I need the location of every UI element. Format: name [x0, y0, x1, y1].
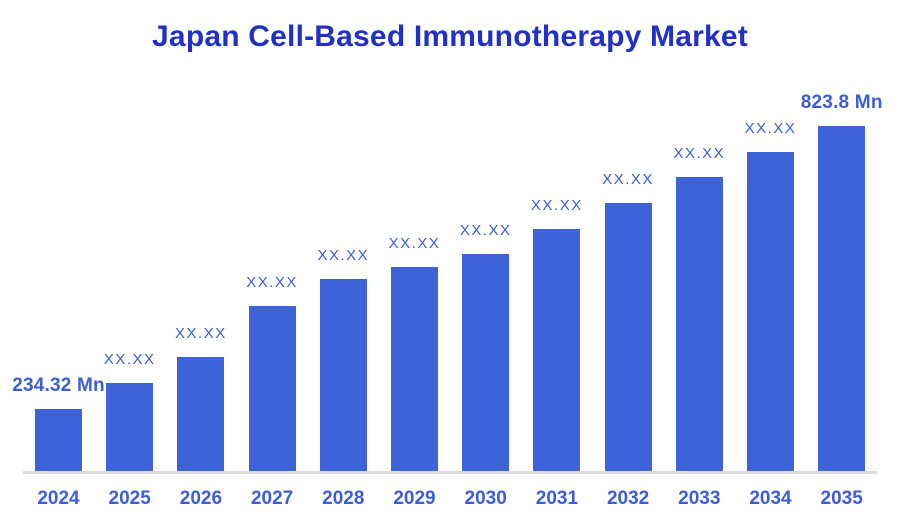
x-tick-label-2030: 2030 — [464, 488, 507, 509]
bar-value-label-2028: XX.XX — [317, 247, 370, 264]
bar-value-label-2032: XX.XX — [602, 171, 654, 188]
x-axis-line — [23, 471, 877, 474]
bar-2035 — [818, 126, 866, 471]
bar-column-2034: XX.XX 2034 — [744, 120, 797, 509]
bar-column-2035: 823.8 Mn 2035 — [801, 92, 883, 509]
x-tick-label-2029: 2029 — [393, 488, 436, 509]
bar-value-label-2034: XX.XX — [744, 120, 797, 137]
bar-column-2024: 234.32 Mn 2024 — [12, 375, 104, 509]
bar-column-2032: XX.XX 2032 — [602, 171, 654, 509]
x-tick-label-2027: 2027 — [250, 488, 294, 509]
x-tick-label-2026: 2026 — [179, 488, 223, 509]
bar-value-label-2025: XX.XX — [103, 351, 156, 368]
bar-value-label-2031: XX.XX — [531, 197, 583, 214]
bar-value-label-2027: XX.XX — [246, 274, 298, 291]
x-tick-label-2034: 2034 — [749, 488, 792, 509]
bar-value-label-2024: 234.32 Mn — [12, 375, 105, 396]
bar-2027 — [248, 306, 296, 471]
bar-column-2031: XX.XX 2031 — [531, 197, 583, 509]
plot-area: 234.32 Mn 2024 XX.XX 2025 XX.XX 2026 XX.XX 2027… — [12, 92, 883, 509]
bar-column-2025: XX.XX 2025 — [103, 351, 156, 509]
bar-2034 — [747, 152, 794, 471]
x-tick-label-2031: 2031 — [535, 488, 579, 509]
x-tick-label-2033: 2033 — [678, 488, 721, 509]
bar-value-label-2029: XX.XX — [388, 235, 441, 252]
bar-column-2027: XX.XX 2027 — [246, 274, 298, 509]
chart-title: Japan Cell-Based Immunotherapy Market — [152, 20, 748, 53]
x-tick-label-2035: 2035 — [820, 488, 863, 509]
x-tick-label-2028: 2028 — [322, 488, 365, 509]
bar-value-label-2033: XX.XX — [673, 145, 726, 162]
bar-value-label-2030: XX.XX — [459, 222, 512, 239]
bar-column-2028: XX.XX 2028 — [317, 247, 370, 509]
x-tick-label-2025: 2025 — [108, 488, 151, 509]
x-tick-label-2032: 2032 — [606, 488, 650, 509]
bar-2024 — [35, 409, 82, 471]
bar-value-label-2026: XX.XX — [175, 325, 227, 342]
bar-2030 — [462, 254, 510, 471]
bar-2028 — [319, 279, 367, 471]
bar-column-2033: XX.XX 2033 — [673, 145, 726, 509]
x-tick-label-2024: 2024 — [37, 488, 80, 509]
bar-value-label-2035: 823.8 Mn — [800, 92, 883, 113]
bar-2026 — [177, 357, 225, 471]
bar-2029 — [391, 267, 438, 471]
bar-2025 — [106, 383, 154, 471]
bar-2033 — [675, 177, 723, 471]
bar-column-2029: XX.XX 2029 — [388, 235, 441, 509]
bar-2031 — [533, 229, 581, 471]
bar-column-2026: XX.XX 2026 — [175, 325, 227, 509]
bar-2032 — [604, 203, 652, 471]
bar-column-2030: XX.XX 2030 — [459, 222, 512, 509]
